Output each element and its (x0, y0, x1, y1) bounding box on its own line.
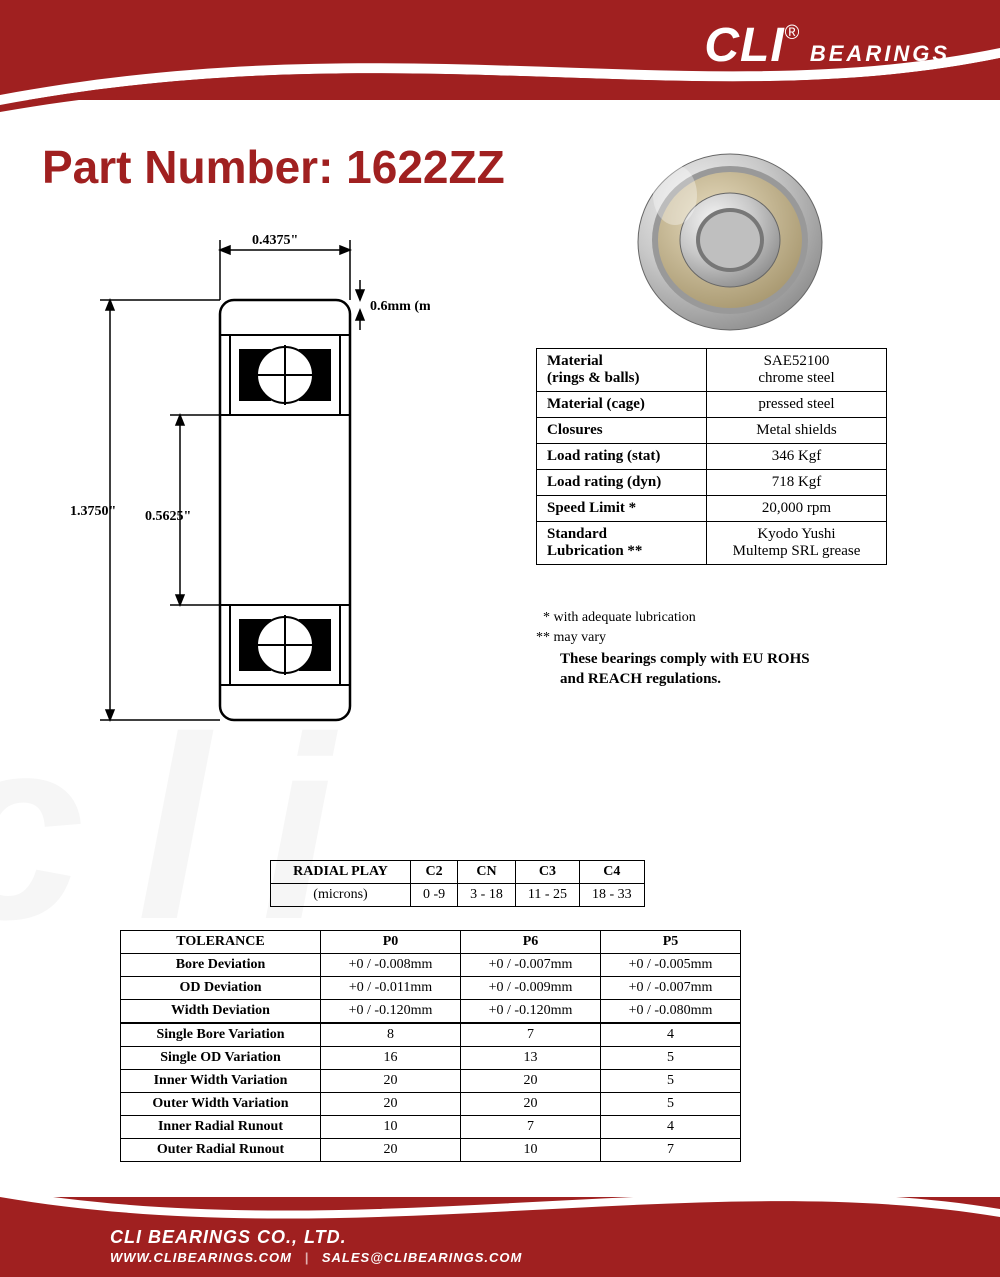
tolerance-value: 8 (321, 1023, 461, 1047)
tolerance-value: 20 (461, 1093, 601, 1116)
tolerance-value: +0 / -0.009mm (461, 977, 601, 1000)
spec-value: 718 Kgf (707, 470, 887, 496)
spec-label: Material (rings & balls) (537, 349, 707, 392)
spec-note-1: * with adequate lubrication (543, 610, 696, 625)
bearing-cross-section-diagram: 0.4375" 0.6mm (min.) (70, 230, 430, 750)
spec-footnotes: * with adequate lubrication ** may vary (536, 608, 696, 647)
spec-table: Material (rings & balls)SAE52100 chrome … (536, 348, 887, 565)
dim-outer-dia: 1.3750" (70, 504, 116, 519)
tolerance-value: +0 / -0.005mm (601, 954, 741, 977)
spec-value: 20,000 rpm (707, 496, 887, 522)
spec-value: Kyodo Yushi Multemp SRL grease (707, 522, 887, 565)
brand-registered: ® (785, 22, 800, 45)
dim-chamfer: 0.6mm (min.) (370, 299, 430, 314)
footer-band: CLI BEARINGS CO., LTD. WWW.CLIBEARINGS.C… (0, 1197, 1000, 1277)
dim-inner-dia: 0.5625" (145, 509, 191, 524)
tolerance-value: +0 / -0.120mm (321, 1000, 461, 1024)
tolerance-value: +0 / -0.120mm (461, 1000, 601, 1024)
tolerance-value: 10 (461, 1139, 601, 1162)
footer-text: CLI BEARINGS CO., LTD. WWW.CLIBEARINGS.C… (110, 1227, 522, 1265)
tolerance-value: +0 / -0.007mm (601, 977, 741, 1000)
bearing-photo (630, 140, 830, 340)
compliance-statement: These bearings comply with EU ROHS and R… (560, 650, 810, 689)
footer-separator: | (305, 1250, 310, 1265)
tolerance-row-label: Outer Radial Runout (121, 1139, 321, 1162)
tolerance-row-label: Single OD Variation (121, 1047, 321, 1070)
spec-value: Metal shields (707, 418, 887, 444)
radial-header: RADIAL PLAY (271, 861, 411, 884)
tolerance-value: +0 / -0.008mm (321, 954, 461, 977)
tolerance-value: 20 (321, 1093, 461, 1116)
footer-email: SALES@CLIBEARINGS.COM (322, 1250, 523, 1265)
page-title: Part Number: 1622ZZ (42, 140, 505, 194)
tolerance-row-label: Inner Radial Runout (121, 1116, 321, 1139)
tolerance-value: 20 (461, 1070, 601, 1093)
tolerance-value: 13 (461, 1047, 601, 1070)
tolerance-row-label: Single Bore Variation (121, 1023, 321, 1047)
tolerance-value: 4 (601, 1116, 741, 1139)
tolerance-value: +0 / -0.080mm (601, 1000, 741, 1024)
tolerance-value: 16 (321, 1047, 461, 1070)
tolerance-value: 5 (601, 1047, 741, 1070)
spec-value: 346 Kgf (707, 444, 887, 470)
spec-label: Load rating (stat) (537, 444, 707, 470)
tolerance-row-label: Width Deviation (121, 1000, 321, 1024)
spec-label: Standard Lubrication ** (537, 522, 707, 565)
tolerance-value: 5 (601, 1093, 741, 1116)
spec-value: SAE52100 chrome steel (707, 349, 887, 392)
tolerance-row-label: OD Deviation (121, 977, 321, 1000)
header-band: CLI® BEARINGS (0, 0, 1000, 100)
tolerance-value: 7 (601, 1139, 741, 1162)
tolerance-row-label: Bore Deviation (121, 954, 321, 977)
spec-note-2: ** may vary (536, 630, 606, 645)
radial-unit: (microns) (271, 884, 411, 907)
tolerance-value: 20 (321, 1139, 461, 1162)
tolerance-header: TOLERANCE (121, 931, 321, 954)
tolerance-value: 7 (461, 1116, 601, 1139)
brand-tagline: BEARINGS (810, 41, 950, 67)
spec-value: pressed steel (707, 392, 887, 418)
dim-width: 0.4375" (252, 233, 298, 248)
footer-company: CLI BEARINGS CO., LTD. (110, 1227, 522, 1248)
brand-logo: CLI® BEARINGS (704, 18, 950, 73)
spec-label: Material (cage) (537, 392, 707, 418)
tolerance-table: TOLERANCE P0 P6 P5 Bore Deviation+0 / -0… (120, 930, 741, 1162)
tolerance-row-label: Outer Width Variation (121, 1093, 321, 1116)
tolerance-value: +0 / -0.007mm (461, 954, 601, 977)
tolerance-row-label: Inner Width Variation (121, 1070, 321, 1093)
spec-label: Speed Limit * (537, 496, 707, 522)
tolerance-value: 7 (461, 1023, 601, 1047)
spec-label: Load rating (dyn) (537, 470, 707, 496)
radial-play-table: RADIAL PLAY C2 CN C3 C4 (microns) 0 -9 3… (270, 860, 645, 907)
tolerance-value: 20 (321, 1070, 461, 1093)
tolerance-value: +0 / -0.011mm (321, 977, 461, 1000)
footer-website: WWW.CLIBEARINGS.COM (110, 1250, 292, 1265)
brand-name: CLI (704, 18, 784, 73)
tolerance-value: 4 (601, 1023, 741, 1047)
tolerance-value: 10 (321, 1116, 461, 1139)
tolerance-value: 5 (601, 1070, 741, 1093)
spec-label: Closures (537, 418, 707, 444)
